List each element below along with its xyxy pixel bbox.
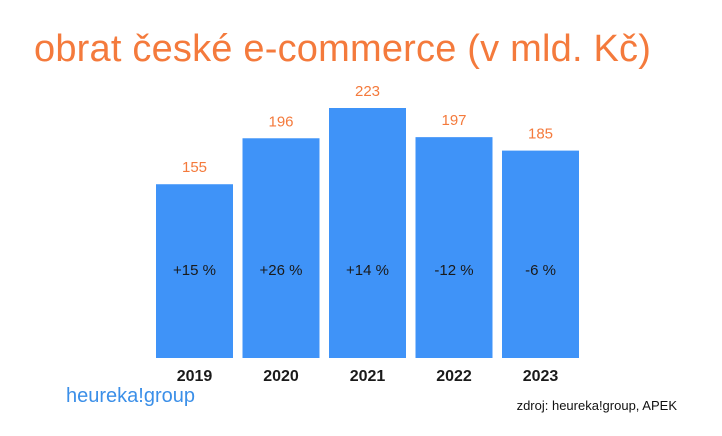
x-tick-label-2019: 2019	[177, 368, 213, 385]
change-label-2023: -6 %	[525, 262, 556, 279]
bar-2022	[415, 137, 493, 358]
bar-2019	[156, 184, 233, 358]
change-label-2022: -12 %	[434, 262, 473, 279]
change-label-2019: +15 %	[173, 262, 216, 279]
value-label-2019: 155	[182, 159, 207, 176]
heureka-group-logo: heureka!group	[66, 385, 195, 407]
bar-2023	[502, 150, 579, 358]
x-tick-label-2023: 2023	[523, 368, 559, 385]
change-label-2021: +14 %	[346, 262, 389, 279]
value-label-2020: 196	[268, 113, 293, 130]
source-note: zdroj: heureka!group, APEK	[516, 398, 677, 413]
bar-2020	[242, 138, 320, 358]
x-tick-label-2021: 2021	[350, 368, 386, 385]
change-label-2020: +26 %	[260, 262, 303, 279]
bar-2021	[329, 108, 406, 358]
chart-title: obrat české e-commerce (v mld. Kč)	[34, 28, 652, 70]
x-tick-label-2020: 2020	[263, 368, 299, 385]
value-label-2021: 223	[355, 83, 380, 100]
x-tick-label-2022: 2022	[436, 368, 472, 385]
value-label-2022: 197	[441, 112, 466, 129]
value-label-2023: 185	[528, 126, 553, 143]
